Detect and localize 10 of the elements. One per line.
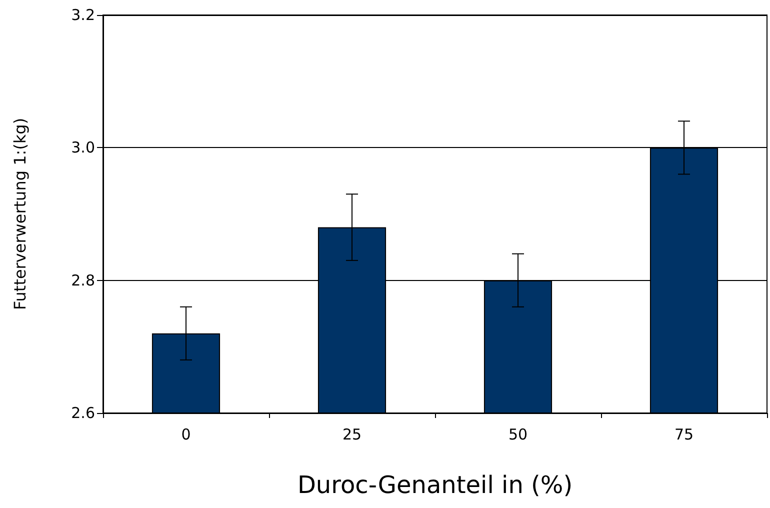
x-tick-label: 0 [181, 426, 191, 444]
y-tick-label: 3.0 [71, 138, 95, 157]
x-tick-label: 25 [342, 426, 362, 444]
x-tick-label: 50 [508, 426, 528, 444]
y-tick-label: 2.6 [71, 404, 95, 422]
x-tick-label: 75 [674, 426, 694, 444]
y-tick-label: 3.2 [71, 6, 95, 24]
y-tick-label: 2.8 [71, 271, 95, 290]
y-axis-title: Futterverwertung 1:(kg) [10, 118, 30, 310]
x-axis-title: Duroc-Genanteil in (%) [297, 471, 573, 499]
